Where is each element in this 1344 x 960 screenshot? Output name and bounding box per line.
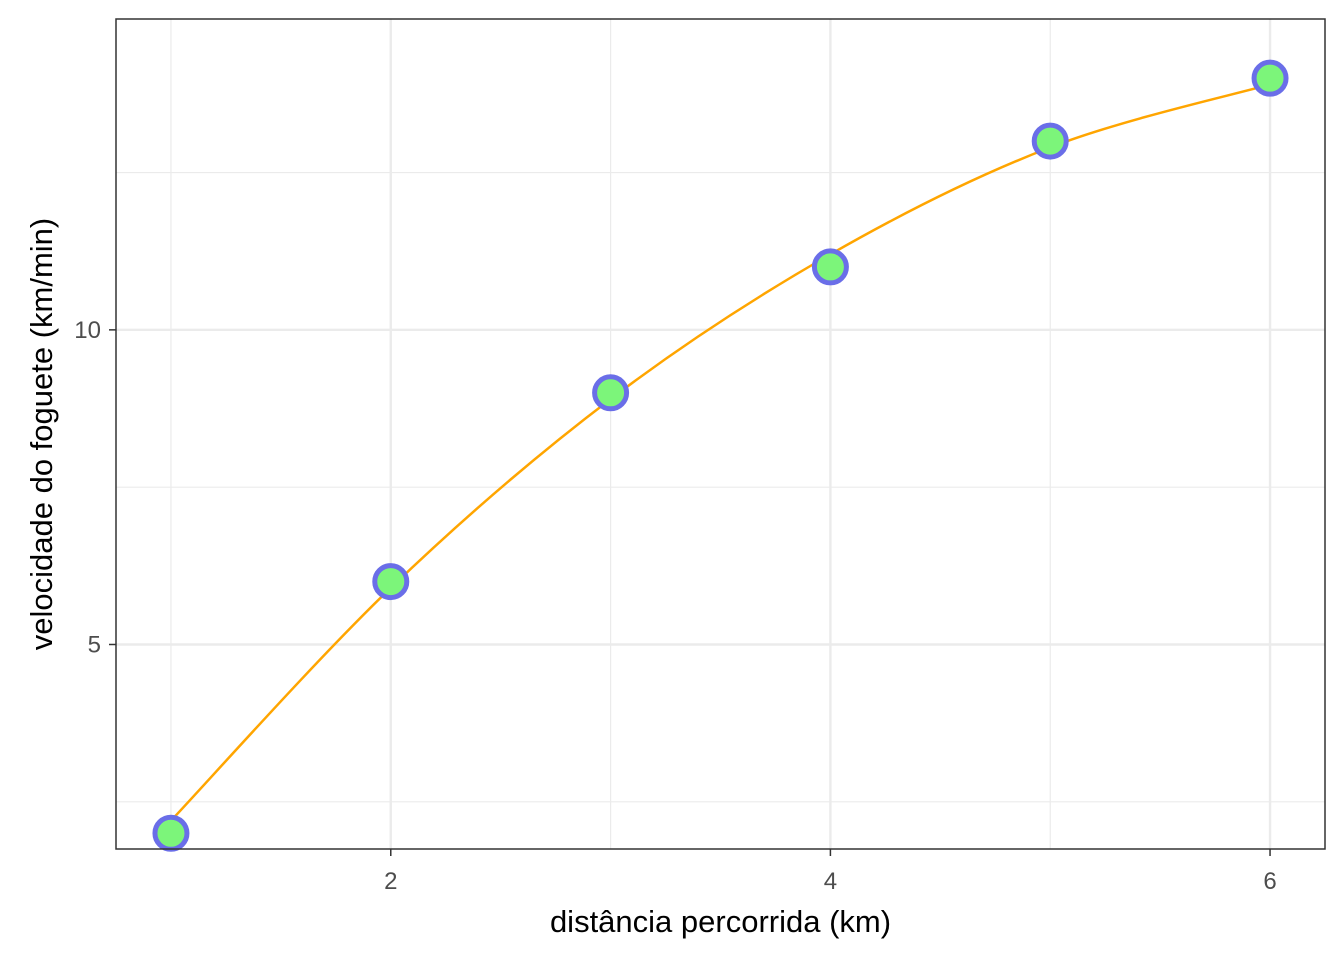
y-axis-ticks: 5 10 <box>74 317 116 658</box>
x-axis-title: distância percorrida (km) <box>550 904 891 939</box>
x-axis-ticks: 2 4 6 <box>384 849 1277 895</box>
y-tick-label: 5 <box>88 631 101 658</box>
y-axis-title: velocidade do foguete (km/min) <box>24 218 59 651</box>
panel-border <box>115 18 1326 850</box>
data-point <box>811 248 849 286</box>
data-point <box>592 374 630 412</box>
data-point <box>1251 59 1289 97</box>
y-tick-label: 10 <box>74 317 101 344</box>
data-point <box>152 814 190 852</box>
x-tick-label: 6 <box>1263 868 1276 895</box>
data-points <box>152 59 1289 852</box>
x-tick-label: 2 <box>384 868 397 895</box>
x-tick-label: 4 <box>824 868 837 895</box>
major-gridlines <box>116 19 1325 849</box>
data-point <box>372 563 410 601</box>
data-point <box>1031 122 1069 160</box>
